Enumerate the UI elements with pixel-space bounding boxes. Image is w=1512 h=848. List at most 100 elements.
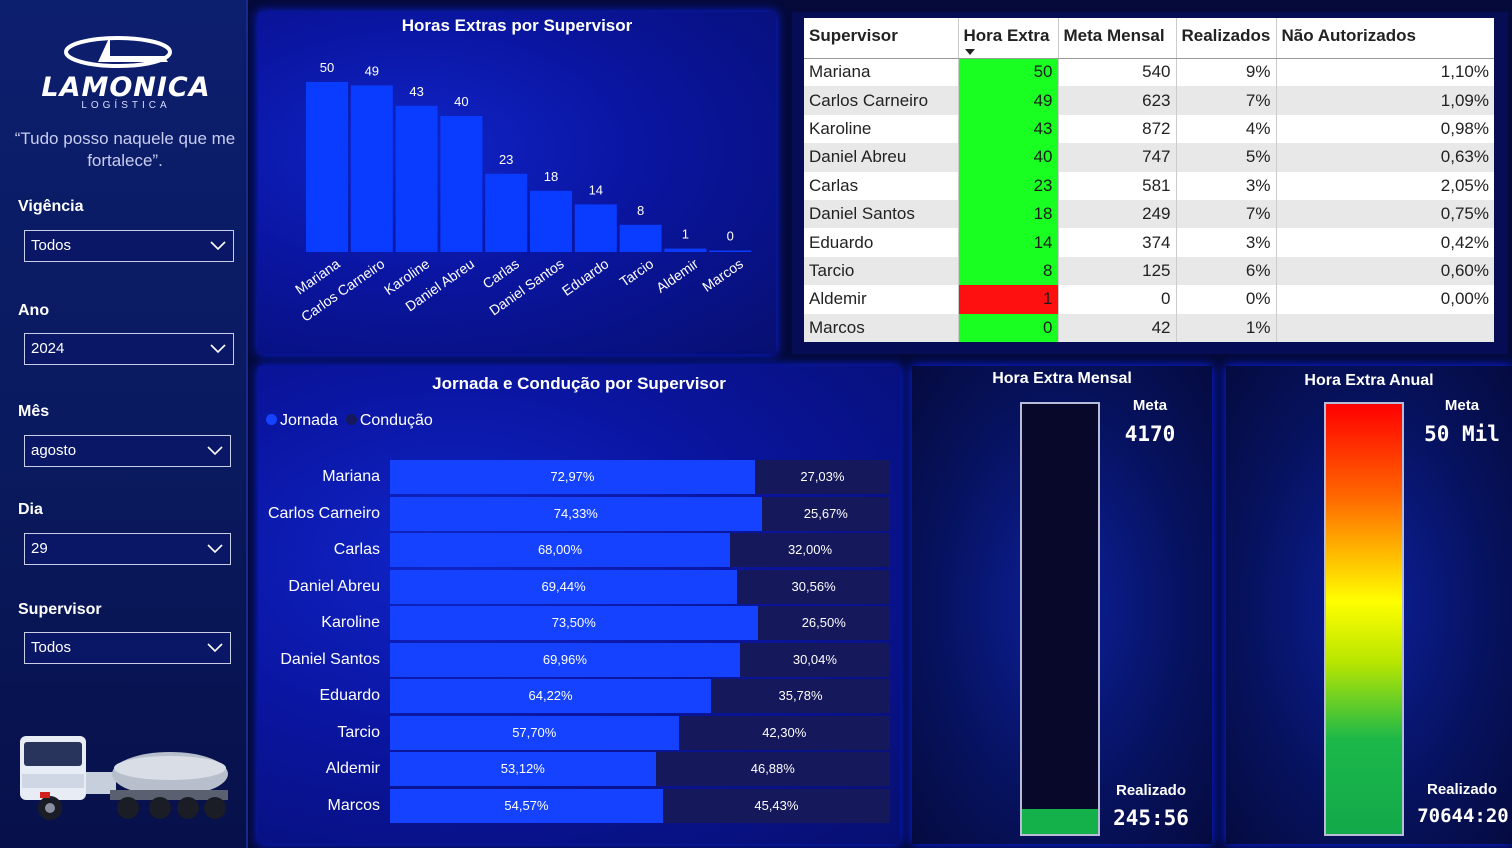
chevron-down-icon (207, 446, 223, 456)
jornada-bar[interactable]: 64,22% (390, 679, 712, 713)
legend-dot-jornada (266, 414, 277, 425)
gauge-mensal-realizado-label: Realizado (1115, 782, 1187, 799)
cell-hora-extra: 18 (958, 199, 1059, 229)
jornada-track: 69,96% 30,04% (390, 642, 890, 677)
jornada-row[interactable]: Daniel Abreu 69,44% 30,56% (258, 569, 900, 604)
jornada-row[interactable]: Mariana 72,97% 27,03% (258, 460, 900, 494)
jornada-bar[interactable]: 72,97% (390, 460, 755, 494)
table-row[interactable]: Eduardo 14 374 3% 0,42% (804, 228, 1494, 257)
cell-nao-autorizados: 0,98% (1440, 118, 1489, 138)
col-header-meta-mensal[interactable]: Meta Mensal (1058, 18, 1177, 59)
bar-mariana[interactable] (306, 82, 348, 252)
jornada-bar[interactable]: 74,33% (390, 496, 762, 531)
bar-carlos-carneiro[interactable] (350, 85, 393, 253)
bar-value-label: 43 (409, 84, 423, 99)
col-header-realizados[interactable]: Realizados (1176, 18, 1277, 59)
ano-value: 2024 (31, 340, 65, 357)
supervisor-dropdown[interactable]: Todos (24, 632, 231, 664)
table-row[interactable]: Karoline 43 872 4% 0,98% (804, 114, 1494, 144)
jornada-row[interactable]: Carlas 68,00% 32,00% (258, 533, 900, 567)
cell-meta-mensal: 0 (1058, 285, 1177, 314)
cell-nao-autorizados: 0,00% (1440, 289, 1489, 309)
jornada-track: 72,97% 27,03% (390, 460, 890, 494)
chevron-down-icon (207, 643, 223, 653)
jornada-bar[interactable]: 57,70% (390, 715, 679, 750)
bar-chart-title: Horas Extras por Supervisor (401, 16, 633, 35)
col-header-hora-extra[interactable]: Hora Extra (958, 18, 1059, 59)
mes-dropdown[interactable]: agosto (24, 435, 231, 467)
cell-hora-extra: 14 (958, 228, 1059, 257)
cell-supervisor: Tarcio (804, 256, 959, 286)
table-row[interactable]: Carlos Carneiro 49 623 7% 1,09% (804, 86, 1494, 115)
cell-meta-mensal: 374 (1058, 228, 1177, 257)
jornada-bar[interactable]: 73,50% (390, 606, 758, 640)
vigencia-dropdown[interactable]: Todos (24, 230, 234, 262)
cell-hora-extra: 8 (958, 256, 1059, 286)
jornada-bar[interactable]: 54,57% (390, 788, 663, 823)
bar-value-label: 0 (727, 229, 734, 244)
cell-realizados: 5% (1176, 143, 1277, 172)
cell-nao-autorizados: 0,75% (1276, 199, 1494, 229)
conducao-bar[interactable]: 30,56% (737, 569, 890, 604)
gauge-mensal-title: Hora Extra Mensal (992, 370, 1132, 387)
cell-supervisor: Daniel Abreu (804, 143, 959, 172)
table-row[interactable]: Mariana 50 540 9% 1,10% (804, 58, 1494, 87)
filter-label-ano: Ano (18, 302, 50, 319)
ano-dropdown[interactable]: 2024 (24, 333, 234, 365)
col-header-supervisor[interactable]: Supervisor (804, 18, 959, 59)
conducao-bar[interactable]: 35,78% (711, 679, 890, 713)
x-tick-label: Marcos (699, 255, 746, 294)
conducao-bar[interactable]: 25,67% (761, 496, 890, 531)
conducao-bar[interactable]: 46,88% (655, 752, 890, 786)
conducao-bar[interactable]: 26,50% (757, 606, 890, 640)
motto-text: “Tudo posso naquele que me fortalece”. (14, 129, 236, 170)
bar-daniel-santos[interactable] (530, 190, 572, 252)
bar-carlas[interactable] (485, 173, 528, 252)
jornada-bar[interactable]: 53,12% (390, 752, 656, 786)
cell-supervisor: Carlos Carneiro (804, 86, 959, 115)
table-row[interactable]: Marcos 0 42 1% (804, 313, 1494, 342)
conducao-bar[interactable]: 45,43% (662, 788, 890, 823)
jornada-row[interactable]: Tarcio 57,70% 42,30% (258, 715, 900, 750)
jornada-row[interactable]: Daniel Santos 69,96% 30,04% (258, 642, 900, 677)
jornada-bar[interactable]: 69,96% (390, 642, 740, 677)
jornada-row[interactable]: Eduardo 64,22% 35,78% (258, 679, 900, 713)
legend-item-conducao[interactable]: Condução (345, 412, 433, 430)
brand-name: LAMONICA (41, 72, 211, 103)
legend-item-jornada[interactable]: Jornada (266, 412, 338, 430)
cell-meta-mensal: 581 (1058, 171, 1177, 200)
cell-meta-mensal: 249 (1058, 199, 1177, 229)
gauge-mensal-panel: Hora Extra Mensal Meta 4170 Realizado 24… (912, 366, 1212, 844)
bar-value-label: 14 (589, 182, 603, 197)
gauge-anual-tube (1324, 402, 1404, 836)
bar-daniel-abreu[interactable] (440, 116, 483, 252)
table-row[interactable]: Aldemir 1 0 0% 0,00% (804, 285, 1494, 314)
x-tick-label: Eduardo (559, 255, 612, 299)
table-row[interactable]: Daniel Santos 18 249 7% 0,75% (804, 199, 1494, 229)
conducao-bar[interactable]: 30,04% (739, 642, 890, 677)
jornada-row-name: Carlos Carneiro (267, 504, 380, 522)
jornada-track: 74,33% 25,67% (390, 496, 890, 531)
cell-realizados: 9% (1176, 58, 1277, 87)
cell-supervisor: Daniel Santos (804, 199, 959, 229)
conducao-bar[interactable]: 42,30% (678, 715, 890, 750)
dia-dropdown[interactable]: 29 (24, 533, 231, 565)
conducao-bar[interactable]: 32,00% (730, 533, 890, 567)
bar-tarcio[interactable] (619, 224, 662, 252)
conducao-bar[interactable]: 27,03% (754, 460, 890, 494)
bar-marcos[interactable] (709, 250, 752, 253)
col-header-nao-autorizados[interactable]: Não Autorizados (1276, 18, 1494, 59)
table-row[interactable]: Tarcio 8 125 6% 0,60% (804, 256, 1494, 286)
table-row[interactable]: Daniel Abreu 40 747 5% 0,63% (804, 143, 1494, 172)
jornada-row[interactable]: Carlos Carneiro 74,33% 25,67% (258, 496, 900, 531)
bar-karoline[interactable] (395, 105, 438, 252)
table-row[interactable]: Carlas 23 581 3% 2,05% (804, 171, 1494, 200)
jornada-bar[interactable]: 69,44% (390, 569, 738, 604)
jornada-row[interactable]: Karoline 73,50% 26,50% (258, 606, 900, 640)
bar-eduardo[interactable] (574, 204, 617, 252)
dia-value: 29 (31, 540, 48, 557)
jornada-row[interactable]: Marcos 54,57% 45,43% (258, 788, 900, 823)
jornada-bar[interactable]: 68,00% (390, 533, 730, 567)
jornada-row[interactable]: Aldemir 53,12% 46,88% (258, 752, 900, 786)
bar-aldemir[interactable] (664, 248, 707, 252)
